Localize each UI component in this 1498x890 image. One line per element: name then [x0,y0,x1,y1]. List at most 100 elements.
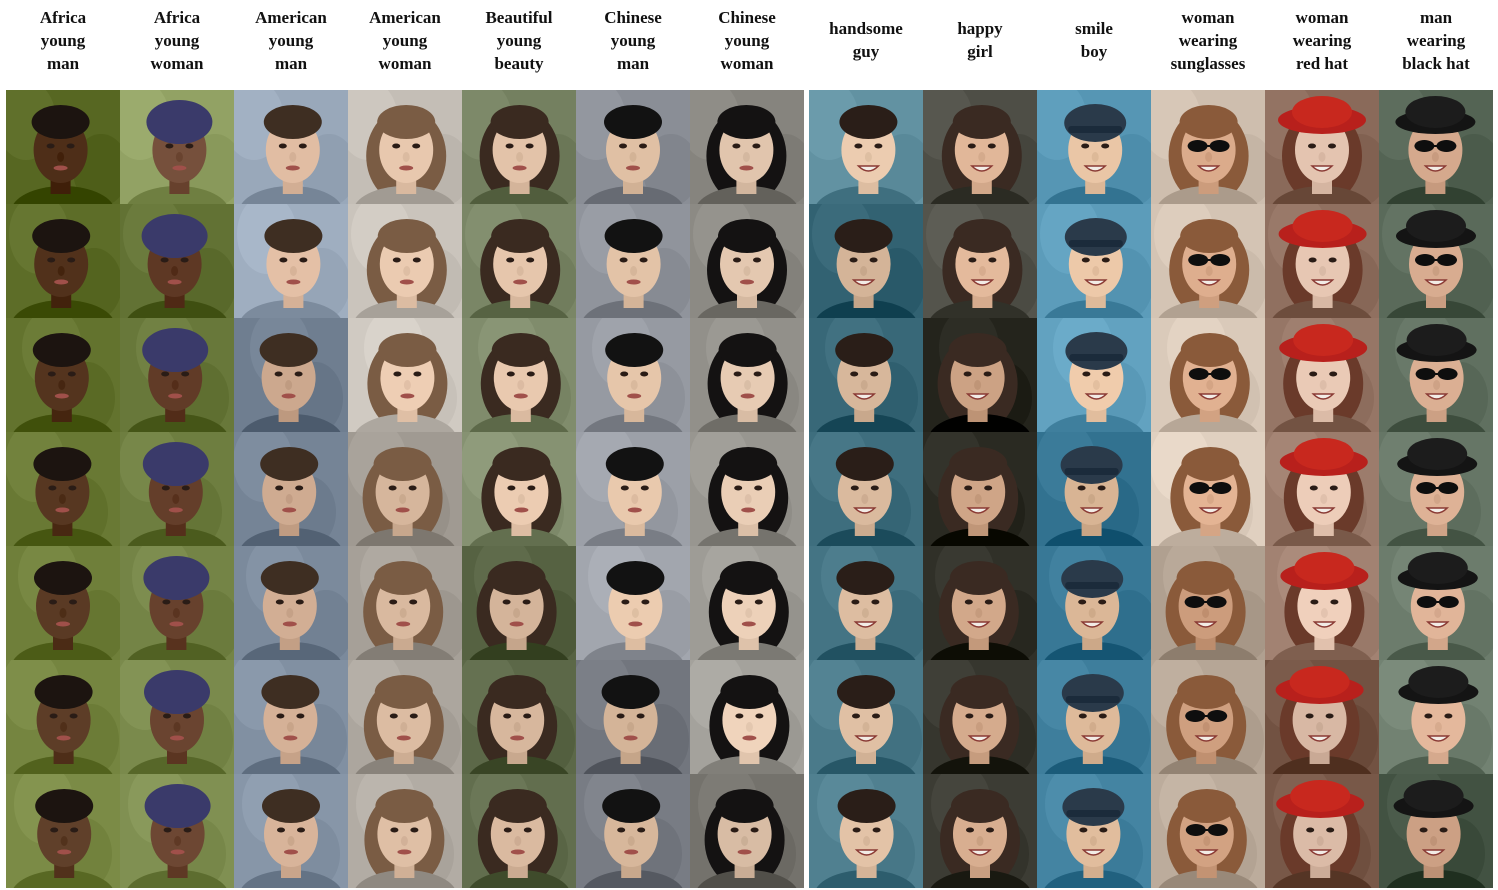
face-image [462,318,576,432]
column-header-happy-girl: happy girl [923,0,1037,80]
face-image [234,546,348,660]
face-image [120,204,234,318]
face-image [6,660,120,774]
column-header-line: man [274,53,308,73]
face-image [1379,774,1493,888]
face-image [348,546,462,660]
face-image [348,660,462,774]
face-image [348,432,462,546]
face-image [690,774,804,888]
column-header-line: young [268,30,314,50]
face-image [1265,318,1379,432]
column-header-line: woman [1295,7,1349,27]
column-header-beautiful-young-beauty: Beautiful young beauty [462,0,576,80]
face-image [809,432,923,546]
face-image [1265,204,1379,318]
column-header-line: young [610,30,656,50]
face-image [234,90,348,204]
column-header-line: beauty [494,53,544,73]
face-image [809,90,923,204]
face-image [1379,90,1493,204]
column-header-line: man [46,53,80,73]
face-image [923,90,1037,204]
face-image [690,90,804,204]
face-image [809,774,923,888]
face-image [348,90,462,204]
face-image [576,774,690,888]
column-header-line: Beautiful [485,7,553,27]
column-header-line: wearing [1406,30,1466,50]
column-header-line: young [724,30,770,50]
column-header-line: Africa [39,7,87,27]
face-image [1151,90,1265,204]
column-header-line: Africa [153,7,201,27]
face-image [348,774,462,888]
face-image [462,432,576,546]
face-image [1037,546,1151,660]
face-image [6,204,120,318]
face-image [809,318,923,432]
left-panel: Africa young man Africa young woman American yo… [6,0,804,890]
face-image [1265,774,1379,888]
face-image [1379,432,1493,546]
face-image [923,318,1037,432]
face-image [1037,90,1151,204]
column-header-line: sunglasses [1170,53,1246,73]
face-image [234,660,348,774]
face-image [1151,432,1265,546]
face-image [1265,90,1379,204]
face-image [809,546,923,660]
face-image [1151,774,1265,888]
face-image [576,204,690,318]
column-header-line: handsome [829,19,903,38]
face-image [1265,432,1379,546]
face-image [576,546,690,660]
column-header-line: black hat [1402,53,1470,73]
face-image [462,204,576,318]
right-panel: handsome guy happy girl smile boy woman wearing… [809,0,1493,890]
face-image [1265,546,1379,660]
face-image [923,660,1037,774]
column-header-line: guy [852,42,880,61]
column-header-line: girl [967,42,993,61]
face-image [923,546,1037,660]
face-image [234,432,348,546]
column-header-line: American [369,7,441,27]
face-image [1037,432,1151,546]
column-header-line: Chinese [604,7,662,27]
column-header-woman-wearing-red-hat: woman wearing red hat [1265,0,1379,80]
face-image [348,204,462,318]
face-image [120,660,234,774]
column-header-africa-young-man: Africa young man [6,0,120,80]
column-header-line: smile [1075,19,1113,38]
column-header-american-young-woman: American young woman [348,0,462,80]
column-header-line: young [496,30,542,50]
column-header-man-wearing-black-hat: man wearing black hat [1379,0,1493,80]
column-header-line: young [382,30,428,50]
face-image [690,318,804,432]
face-image [6,774,120,888]
column-header-line: woman [378,53,432,73]
column-header-line: young [40,30,86,50]
face-image [576,318,690,432]
face-image [234,318,348,432]
face-image [462,774,576,888]
face-image [6,90,120,204]
column-header-line: boy [1080,42,1108,61]
column-header-woman-wearing-sunglasses: woman wearing sunglasses [1151,0,1265,80]
face-image [690,546,804,660]
face-image [120,774,234,888]
column-header-line: Chinese [718,7,776,27]
face-image [576,90,690,204]
face-image [809,204,923,318]
face-image [120,432,234,546]
face-image [1379,318,1493,432]
face-image [1379,546,1493,660]
face-image [348,318,462,432]
column-header-american-young-man: American young man [234,0,348,80]
face-image [6,318,120,432]
column-header-line: wearing [1292,30,1352,50]
face-image [1151,660,1265,774]
column-header-chinese-young-woman: Chinese young woman [690,0,804,80]
